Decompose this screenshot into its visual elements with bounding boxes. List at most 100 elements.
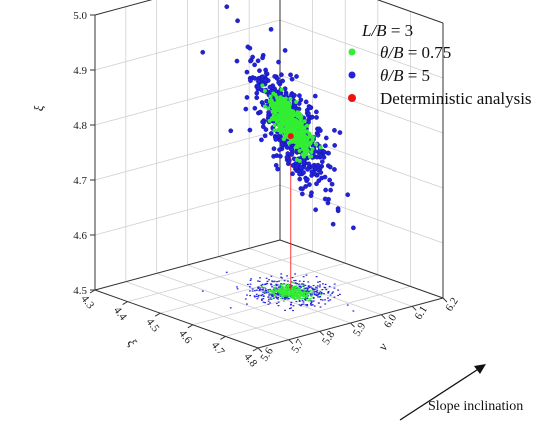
projection-point-green [271, 292, 274, 294]
projection-point-blue [284, 309, 286, 311]
projection-point-green [285, 283, 288, 285]
projection-point-green [296, 293, 299, 295]
projection-point-green [300, 292, 303, 294]
projection-point-green [279, 293, 282, 295]
projection-point-green [279, 289, 282, 291]
data-point-blue [289, 76, 295, 82]
data-point-blue [314, 109, 319, 115]
projection-point-blue [286, 295, 289, 297]
projection-point-blue [284, 297, 287, 299]
data-point-blue [290, 171, 295, 177]
projection-point-green [300, 290, 303, 293]
projection-point-green [291, 290, 293, 292]
projection-point-blue [259, 277, 261, 279]
projection-point-blue [273, 280, 276, 282]
x-tick-mark [154, 312, 161, 317]
projection-point-blue [271, 286, 273, 288]
data-point-green [273, 104, 278, 109]
data-point-blue [310, 163, 316, 169]
projection-point-green [282, 283, 285, 286]
projection-point-green [273, 292, 276, 294]
projection-point-green [301, 298, 304, 300]
projection-point-blue [331, 292, 334, 294]
projection-point-green [298, 296, 300, 298]
data-point-blue [256, 85, 262, 90]
data-point-green [278, 128, 283, 133]
projection-point-green [268, 291, 271, 293]
projection-point-blue [250, 278, 253, 280]
data-point-blue [318, 128, 323, 133]
data-point-green [285, 130, 290, 135]
data-point-green [302, 129, 307, 134]
data-point-green [262, 104, 267, 109]
projection-point-blue [265, 277, 268, 279]
legend: L/B = 3 θ/B = 0.75 θ/B = 5 Deterministic… [348, 21, 532, 108]
projection-point-blue [255, 293, 258, 295]
projection-point-blue [307, 285, 310, 287]
data-point-green [294, 157, 299, 162]
data-point-green [306, 135, 311, 140]
data-point-green [273, 92, 278, 97]
data-point-blue [314, 115, 319, 120]
data-point-blue [273, 137, 279, 142]
data-point-blue [200, 49, 206, 55]
y-tick-label: 5.8 [320, 328, 338, 346]
projection-point-green [296, 293, 299, 296]
projection-point-green [291, 291, 293, 293]
projection-point-blue [272, 288, 275, 290]
data-point-blue [351, 225, 356, 231]
projection-point-green [284, 291, 287, 293]
projection-point-blue [271, 295, 274, 297]
projection-point-green [295, 290, 297, 292]
data-point-blue [277, 147, 282, 153]
projection-point-green [268, 293, 271, 295]
projection-point-blue [309, 294, 312, 296]
data-point-green [279, 125, 284, 130]
data-point-blue [303, 184, 309, 189]
projection-point-blue [246, 303, 248, 305]
projection-point-blue [275, 284, 278, 287]
projection-point-blue [269, 293, 272, 295]
projection-point-green [281, 290, 283, 292]
projection-point-green [306, 292, 308, 294]
data-point-blue [319, 159, 325, 165]
data-point-green [271, 117, 276, 122]
projection-point-green [291, 297, 294, 299]
x-tick-mark [122, 301, 128, 306]
projection-point-blue [298, 283, 301, 285]
projection-point-blue [314, 291, 316, 293]
projection-point-green [292, 296, 295, 299]
projection-point-blue [312, 284, 315, 287]
projection-point-blue [267, 300, 270, 302]
projection-point-blue [289, 304, 292, 306]
data-point-blue [337, 130, 343, 135]
projection-point-green [272, 289, 274, 292]
projection-point-blue [314, 286, 317, 288]
legend-green-param: θ/B [380, 43, 404, 62]
projection-point-green [303, 295, 306, 298]
projection-point-blue [201, 290, 204, 292]
data-point-blue [252, 76, 258, 81]
projection-point-green [292, 282, 295, 284]
projection-point-blue [327, 290, 330, 293]
data-point-blue [271, 146, 277, 152]
legend-entry-red: Deterministic analysis [380, 89, 532, 108]
projection-point-blue [229, 307, 232, 309]
projection-point-green [298, 292, 301, 294]
data-point-green [294, 124, 299, 129]
projection-point-blue [277, 298, 280, 300]
data-point-blue [323, 135, 329, 141]
x-tick-mark [89, 289, 96, 294]
projection-point-green [312, 293, 314, 295]
projection-point-green [288, 291, 290, 293]
grid-line-z [279, 19, 444, 79]
projection-point-green [298, 288, 301, 290]
data-point-blue [267, 84, 273, 90]
projection-point-blue [269, 288, 272, 291]
projection-point-blue [307, 295, 310, 297]
projection-point-blue [262, 301, 265, 303]
data-point-blue [279, 72, 284, 78]
data-point-blue [263, 127, 269, 132]
data-point-blue [312, 171, 317, 176]
projection-point-blue [323, 293, 325, 295]
